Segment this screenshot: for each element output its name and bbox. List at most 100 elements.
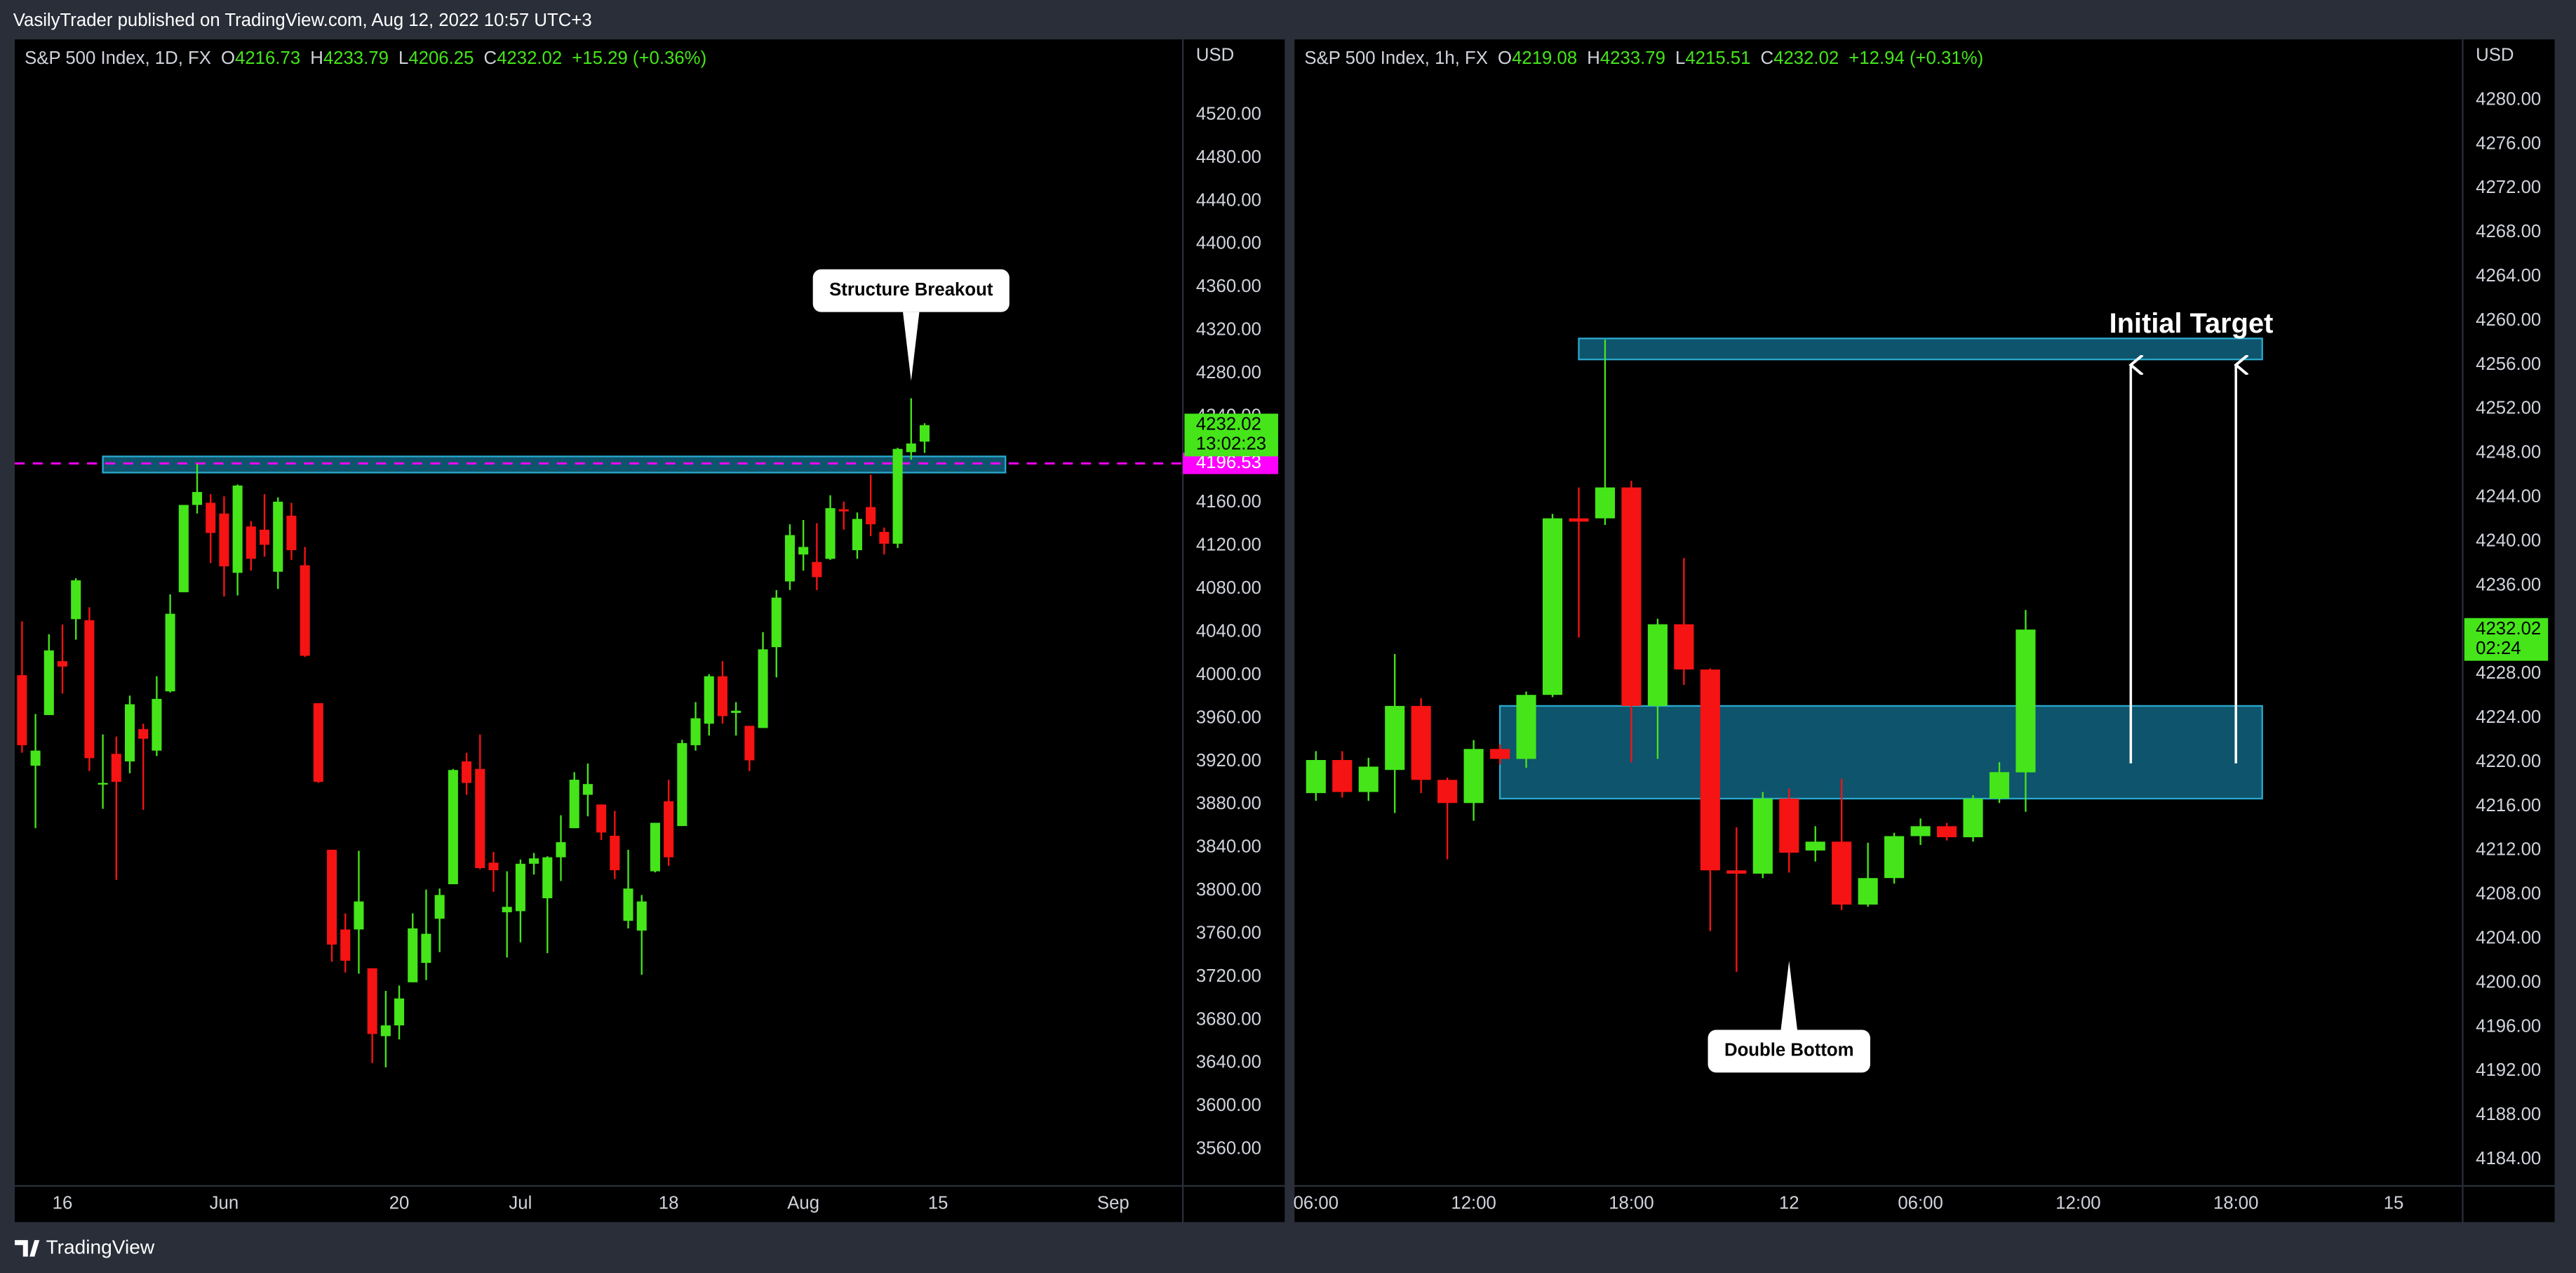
candle-body	[206, 502, 216, 533]
y-tick-label: 4212.00	[2476, 840, 2541, 860]
x-tick-label: 15	[2384, 1193, 2404, 1213]
y-tick-label: 4188.00	[2476, 1105, 2541, 1124]
candle-body	[1385, 705, 1405, 771]
currency: USD	[1196, 45, 1234, 65]
countdown-label: 02:24	[2476, 639, 2521, 658]
candle-body	[1358, 766, 1378, 792]
candle-body	[677, 742, 687, 827]
y-tick-label: 4120.00	[1196, 535, 1261, 555]
candle-body	[138, 728, 149, 739]
y-tick-label: 4228.00	[2476, 663, 2541, 683]
y-tick-label: 4248.00	[2476, 443, 2541, 462]
currency: USD	[2476, 45, 2514, 65]
candle-body	[758, 649, 768, 728]
candle-body	[286, 515, 297, 551]
y-tick-label: 4272.00	[2476, 178, 2541, 197]
y-tick-label: 4256.00	[2476, 354, 2541, 374]
candle-body	[569, 780, 579, 829]
symbol: S&P 500 Index, 1D, FX	[25, 48, 211, 68]
y-tick-label: 4520.00	[1196, 104, 1261, 124]
candle-body	[17, 675, 27, 745]
candle-body	[165, 613, 175, 692]
callout-text: Double Bottom	[1724, 1041, 1854, 1060]
candle-body	[515, 863, 525, 912]
candle-body	[71, 580, 81, 620]
candle-body	[84, 620, 95, 759]
candle-body	[1910, 826, 1931, 837]
callout-text: Structure Breakout	[829, 280, 993, 300]
x-tick-label: 20	[389, 1193, 410, 1213]
candle-body	[354, 901, 364, 930]
candle-body	[1832, 841, 1852, 905]
ohlc-letter: O	[1498, 48, 1512, 68]
x-tick-label: 06:00	[1294, 1193, 1339, 1213]
y-tick-label: 4208.00	[2476, 884, 2541, 904]
candle-body	[879, 531, 890, 544]
candle-body	[98, 782, 108, 785]
candle-body	[636, 901, 647, 931]
y-tick-label: 3560.00	[1196, 1139, 1261, 1159]
candle-body	[690, 718, 701, 745]
ohlc-value: 4232.02	[497, 48, 562, 68]
candle-body	[408, 928, 418, 982]
callout-pointer	[1780, 961, 1797, 1030]
y-tick-label: 4320.00	[1196, 320, 1261, 340]
candle-body	[340, 929, 351, 961]
ohlc-letter: L	[398, 48, 408, 68]
candle-body	[1306, 759, 1326, 794]
callout-box	[1708, 1029, 1870, 1073]
candle-body	[1542, 518, 1563, 695]
candle-body	[623, 888, 633, 921]
symbol: S&P 500 Index, 1h, FX	[1304, 48, 1488, 68]
chart-label: Initial Target	[2109, 308, 2274, 339]
candle-body	[650, 822, 660, 872]
y-tick-label: 3720.00	[1196, 966, 1261, 986]
y-tick-label: 4184.00	[2476, 1149, 2541, 1168]
ohlc-value: 4216.73	[235, 48, 300, 68]
x-tick-label: 12:00	[2055, 1193, 2100, 1213]
candle-body	[1647, 624, 1668, 706]
y-tick-label: 4204.00	[2476, 928, 2541, 948]
candle-body	[367, 968, 377, 1034]
candle-body	[1437, 780, 1458, 804]
candle-body	[582, 784, 593, 795]
x-tick-label: 16	[53, 1193, 73, 1213]
candle-body	[892, 448, 903, 544]
candle-body	[246, 526, 256, 559]
chart-area: Initial Target Double Bottom	[1306, 308, 2274, 1073]
candle-body	[784, 535, 795, 582]
candle-body	[1463, 749, 1484, 804]
ohlc-letter: H	[1587, 48, 1600, 68]
candle-body	[1884, 836, 1905, 879]
candle-body	[124, 704, 135, 761]
y-tick-label: 4280.00	[1196, 363, 1261, 382]
candle-body	[1595, 487, 1616, 519]
candle-body	[906, 443, 916, 453]
candle-body	[704, 676, 714, 724]
brand: TradingView	[46, 1236, 155, 1258]
candle-body	[1726, 870, 1747, 874]
candle-body	[664, 801, 674, 858]
candle-body	[380, 1025, 391, 1037]
candle-body	[394, 998, 405, 1026]
candle-body	[1805, 841, 1825, 851]
candle-body	[825, 508, 836, 559]
change: +12.94 (+0.31%)	[1849, 48, 1983, 68]
y-tick-label: 4268.00	[2476, 222, 2541, 241]
x-tick-label: 12	[1779, 1193, 1799, 1213]
ohlc-letter: C	[483, 48, 497, 68]
y-tick-label: 4192.00	[2476, 1060, 2541, 1080]
candle-body	[152, 698, 162, 751]
ohlc-value: 4232.02	[1773, 48, 1839, 68]
candle-body	[919, 425, 930, 442]
y-tick-label: 3760.00	[1196, 923, 1261, 942]
x-tick-label: Aug	[787, 1193, 819, 1213]
candle-body	[1752, 799, 1773, 874]
candle-body	[798, 547, 809, 555]
last-price-label: 4232.02	[2476, 619, 2541, 639]
candle-body	[30, 750, 41, 766]
candle-body	[1858, 878, 1878, 905]
y-tick-label: 4280.00	[2476, 89, 2541, 109]
ohlc-letter: H	[310, 48, 323, 68]
